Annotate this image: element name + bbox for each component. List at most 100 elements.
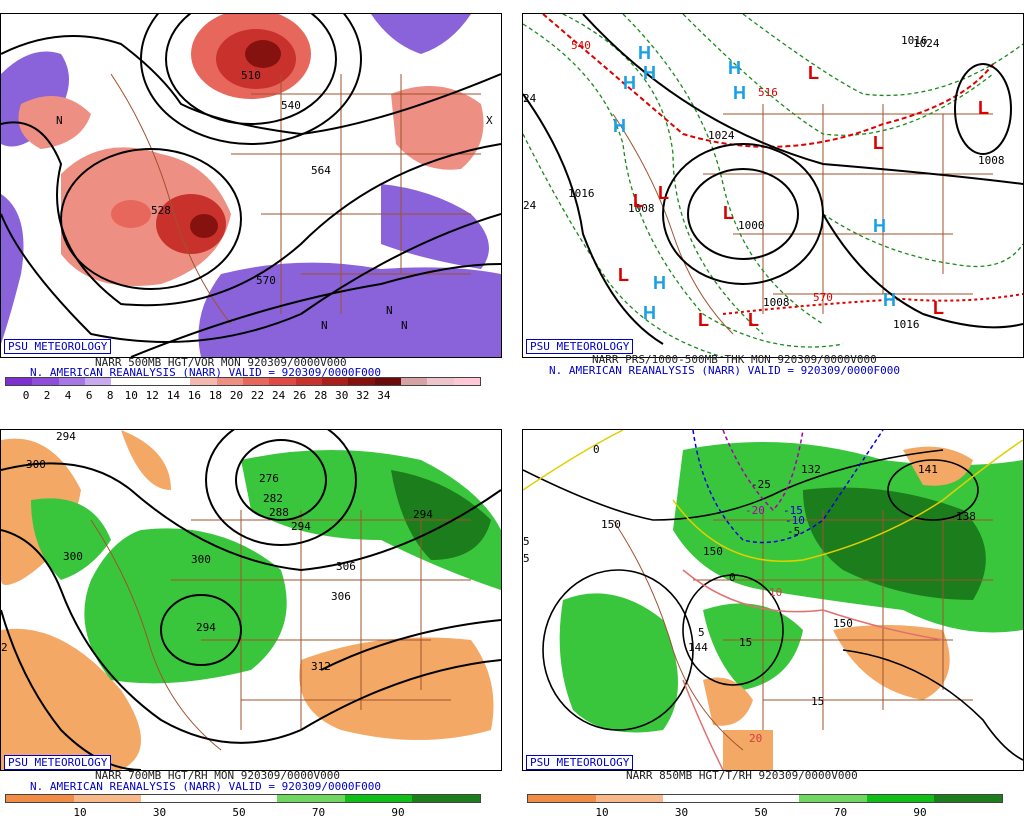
- temp-label: 5: [698, 626, 705, 639]
- vorticity-scale-ticks: 0 2 4 6 8 10 12 14 16 18 20 22 24 26 28 30 32 34: [0, 389, 512, 403]
- contour-label: 306: [336, 560, 356, 573]
- contour-label: 564: [311, 164, 331, 177]
- isobar-label: 1024: [913, 37, 940, 50]
- high-pressure-symbol: H: [883, 290, 896, 310]
- high-pressure-symbol: H: [873, 216, 886, 236]
- rh-colorbar: [527, 794, 1003, 803]
- moist-region: [31, 498, 111, 580]
- contour-label: 282: [263, 492, 283, 505]
- scale-tick-label: 28: [314, 389, 328, 402]
- high-pressure-symbol: H: [623, 73, 636, 93]
- scale-tick-label: 70: [311, 806, 326, 819]
- dry-region: [1, 628, 141, 770]
- moist-region: [803, 487, 986, 600]
- isobar-label: 1016: [893, 318, 920, 331]
- isobar-label: 1024: [708, 129, 735, 142]
- thickness-label: 540: [571, 39, 591, 52]
- low-pressure-symbol: L: [933, 298, 944, 318]
- vorticity-colorbar: [5, 377, 481, 386]
- contour-label: 570: [256, 274, 276, 287]
- psu-badge: PSU METEOROLOGY: [526, 339, 634, 354]
- thickness-label: 570: [813, 291, 833, 304]
- scale-tick-label: 90: [391, 806, 405, 819]
- contour-label: 300: [63, 550, 83, 563]
- panel-title: N. AMERICAN REANALYSIS (NARR) VALID = 92…: [30, 780, 381, 793]
- scale-tick-label: 32: [356, 389, 370, 402]
- scale-tick-label: 0: [22, 389, 30, 402]
- temp-label: 0: [729, 571, 736, 584]
- panel-pressure-thickness: 1016 1024 1008 1016 1000 1008 1008 1016 …: [512, 0, 1024, 409]
- dry-region: [299, 637, 494, 740]
- low-pressure-symbol: L: [748, 310, 759, 330]
- dry-region: [903, 446, 973, 486]
- rh-colorbar: [5, 794, 481, 803]
- scale-tick-label: 22: [250, 389, 265, 402]
- panel-title: N. AMERICAN REANALYSIS (NARR) VALID = 92…: [549, 364, 900, 377]
- contour-label: 294: [291, 520, 311, 533]
- temp-label: -20: [745, 504, 765, 517]
- moist-region: [84, 528, 287, 684]
- low-pressure-symbol: L: [633, 191, 644, 211]
- isobar-label: 1008: [978, 154, 1005, 167]
- scale-tick-label: 50: [232, 806, 246, 819]
- vort-marker: N: [321, 319, 328, 332]
- scale-tick-label: 34: [377, 389, 391, 402]
- moist-region: [703, 603, 803, 690]
- contour-label: 312: [311, 660, 331, 673]
- low-pressure-symbol: L: [723, 203, 734, 223]
- temp-label: -5: [787, 525, 800, 538]
- moist-region: [559, 593, 678, 733]
- low-pressure-symbol: L: [618, 265, 629, 285]
- scale-tick-label: 16: [187, 389, 202, 402]
- scale-tick-label: 90: [913, 806, 927, 819]
- contour-label: 294: [413, 508, 433, 521]
- high-pressure-symbol: H: [653, 273, 666, 293]
- high-pressure-symbol: H: [638, 43, 651, 63]
- vort-negative-region: [198, 262, 501, 357]
- psu-badge: PSU METEOROLOGY: [4, 339, 112, 354]
- temp-label: 20: [749, 732, 762, 745]
- scale-tick-label: 30: [335, 389, 349, 402]
- temp-label: 15: [811, 695, 824, 708]
- vort-negative-region: [371, 14, 471, 54]
- thickness-label: 516: [758, 86, 778, 99]
- map-500mb: 510 540 564 570 528 N N N N X: [0, 13, 502, 358]
- scale-tick-label: 10: [124, 389, 138, 402]
- high-pressure-symbol: H: [728, 58, 741, 78]
- isobar-label: 24: [523, 199, 537, 212]
- rh-scale-ticks: 10 30 50 70 90: [0, 806, 512, 820]
- moist-region: [391, 470, 491, 560]
- scale-tick-label: 10: [73, 806, 87, 819]
- dry-region: [121, 430, 171, 490]
- contour-label: 300: [191, 553, 211, 566]
- contour-label: 528: [151, 204, 171, 217]
- high-pressure-symbol: H: [613, 116, 626, 136]
- scale-tick-label: 18: [208, 389, 223, 402]
- vort-marker: N: [401, 319, 408, 332]
- low-pressure-symbol: L: [978, 98, 989, 118]
- high-pressure-symbol: H: [733, 83, 746, 103]
- low-pressure-symbol: L: [698, 310, 709, 330]
- isobar-label: 1000: [738, 219, 765, 232]
- map-850mb: 150 150 144 132 138 141 150 -25 -20 -15 …: [522, 429, 1024, 771]
- contour-label: 288: [269, 506, 289, 519]
- scale-tick-label: 26: [293, 389, 307, 402]
- scale-tick-label: 2: [43, 389, 51, 402]
- temp-label: 5: [523, 552, 530, 565]
- isobar-label: 1016: [901, 34, 928, 47]
- panel-subtitle: NARR PRS/1000-500MB THK MON 920309/0000V…: [592, 353, 877, 366]
- temp-label: 10: [769, 586, 782, 599]
- vort-negative-region: [1, 194, 24, 344]
- thickness-570-line: [722, 293, 1023, 315]
- contour-label: 138: [956, 510, 976, 523]
- scale-tick-label: 6: [85, 389, 93, 402]
- dry-region: [723, 730, 773, 770]
- contour-label: 306: [331, 590, 351, 603]
- isobar-label: 1016: [568, 187, 595, 200]
- contour-label: 294: [196, 621, 216, 634]
- psu-badge: PSU METEOROLOGY: [526, 755, 634, 770]
- vort-max: [190, 214, 218, 238]
- contour-label: 294: [56, 430, 76, 443]
- panel-subtitle: NARR 850MB HGT/T/RH 920309/0000V000: [626, 769, 858, 782]
- rh-scale-ticks: 10 30 50 70 90: [522, 806, 1024, 820]
